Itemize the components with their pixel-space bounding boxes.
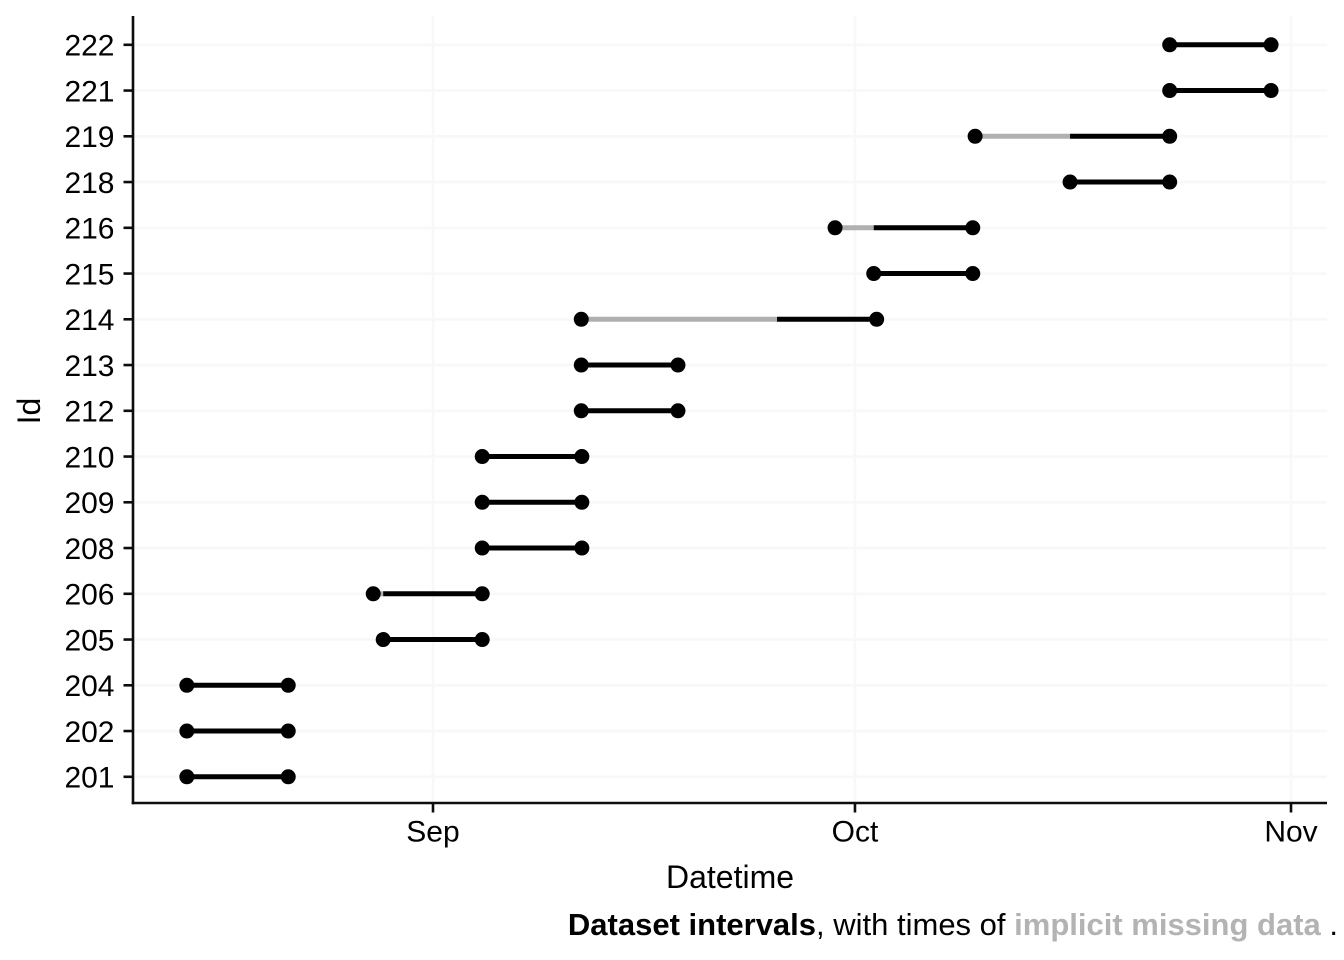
interval-endpoint-dot [179, 723, 195, 739]
interval-endpoint-dot [869, 311, 885, 327]
y-tick-label: 210 [64, 441, 114, 474]
interval-endpoint-dot [1162, 128, 1178, 144]
interval-endpoint-dot [375, 632, 391, 648]
interval-endpoint-dot [474, 449, 490, 465]
caption-implicit-missing-data: implicit missing data [1014, 907, 1321, 942]
y-tick-label: 222 [64, 30, 114, 63]
interval-endpoint-dot [1162, 83, 1178, 99]
y-tick-label: 214 [64, 304, 114, 337]
interval-endpoint-dot [474, 632, 490, 648]
interval-endpoint-dot [574, 449, 590, 465]
interval-endpoint-dot [670, 403, 686, 419]
y-tick-label: 201 [64, 762, 114, 795]
x-tick-label: Nov [1264, 816, 1317, 849]
interval-endpoint-dot [1263, 83, 1279, 99]
y-axis-title: Id [10, 397, 47, 425]
caption-connector-text: , with times of [816, 907, 1015, 942]
y-tick-label: 219 [64, 121, 114, 154]
interval-endpoint-dot [965, 220, 981, 236]
interval-endpoint-dot [280, 723, 296, 739]
figure-caption: Dataset intervals, with times of implici… [568, 906, 1338, 943]
interval-endpoint-dot [574, 540, 590, 556]
y-tick-label: 212 [64, 396, 114, 429]
y-tick-label: 216 [64, 213, 114, 246]
interval-endpoint-dot [474, 540, 490, 556]
caption-suffix-text: . [1320, 907, 1338, 942]
interval-endpoint-dot [179, 769, 195, 785]
interval-endpoint-dot [827, 220, 843, 236]
interval-endpoint-dot [474, 586, 490, 602]
x-axis-title: Datetime [665, 859, 795, 895]
x-tick-label: Oct [832, 816, 879, 849]
y-tick-label: 221 [64, 75, 114, 108]
interval-endpoint-dot [573, 357, 589, 373]
interval-endpoint-dot [179, 677, 195, 693]
y-tick-label: 206 [64, 579, 114, 612]
interval-endpoint-dot [280, 677, 296, 693]
interval-endpoint-dot [573, 403, 589, 419]
y-tick-label: 209 [64, 487, 114, 520]
interval-endpoint-dot [1162, 174, 1178, 190]
interval-endpoint-dot [573, 311, 589, 327]
y-tick-label: 204 [64, 670, 114, 703]
interval-endpoint-dot [866, 266, 882, 282]
y-tick-label: 218 [64, 167, 114, 200]
y-tick-label: 208 [64, 533, 114, 566]
caption-dataset-intervals: Dataset intervals [567, 907, 817, 942]
interval-endpoint-dot [1162, 37, 1178, 53]
y-tick-label: 205 [64, 624, 114, 657]
y-tick-label: 215 [64, 258, 114, 291]
x-tick-label: Sep [406, 816, 459, 849]
interval-endpoint-dot [280, 769, 296, 785]
interval-endpoint-dot [474, 494, 490, 510]
interval-endpoint-dot [967, 128, 983, 144]
interval-endpoint-dot [365, 586, 381, 602]
interval-endpoint-dot [965, 266, 981, 282]
interval-endpoint-dot [1062, 174, 1078, 190]
interval-endpoint-dot [574, 494, 590, 510]
y-tick-label: 213 [64, 350, 114, 383]
interval-endpoint-dot [670, 357, 686, 373]
y-tick-label: 202 [64, 716, 114, 749]
interval-endpoint-dot [1263, 37, 1279, 53]
